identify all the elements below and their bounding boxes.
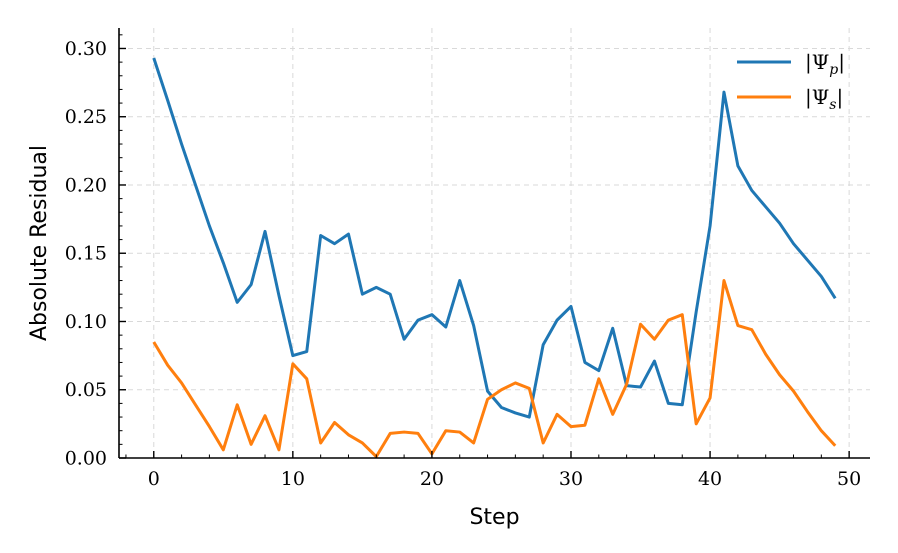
x-tick-label: 20 [420, 468, 444, 490]
y-tick-label: 0.20 [65, 174, 107, 196]
x-tick-label: 30 [559, 468, 583, 490]
x-tick-label: 50 [837, 468, 861, 490]
y-tick-label: 0.15 [65, 243, 107, 265]
y-axis-label: Absolute Residual [27, 145, 52, 341]
series-lines [152, 57, 837, 459]
x-axis-label: Step [469, 505, 519, 530]
y-tick-label: 0.05 [65, 379, 107, 401]
x-tick-label: 10 [281, 468, 305, 490]
x-tick-label: 0 [148, 468, 160, 490]
y-tick-label: 0.25 [65, 106, 107, 128]
legend-label-0: |Ψp| [805, 50, 845, 78]
series-line-1 [152, 279, 837, 459]
legend: |Ψp| |Ψs| [737, 50, 845, 113]
x-tick-label: 40 [698, 468, 722, 490]
legend-label-1: |Ψs| [805, 85, 843, 113]
y-tick-label: 0.10 [65, 311, 107, 333]
ticks: 0 10 20 30 40 50 0.00 0.05 0.10 0.15 0.20 0.25 0.30 [65, 34, 861, 490]
y-tick-label: 0.30 [65, 38, 107, 60]
axes [118, 28, 870, 459]
y-tick-label: 0.00 [65, 448, 107, 470]
series-line-0 [152, 57, 837, 419]
